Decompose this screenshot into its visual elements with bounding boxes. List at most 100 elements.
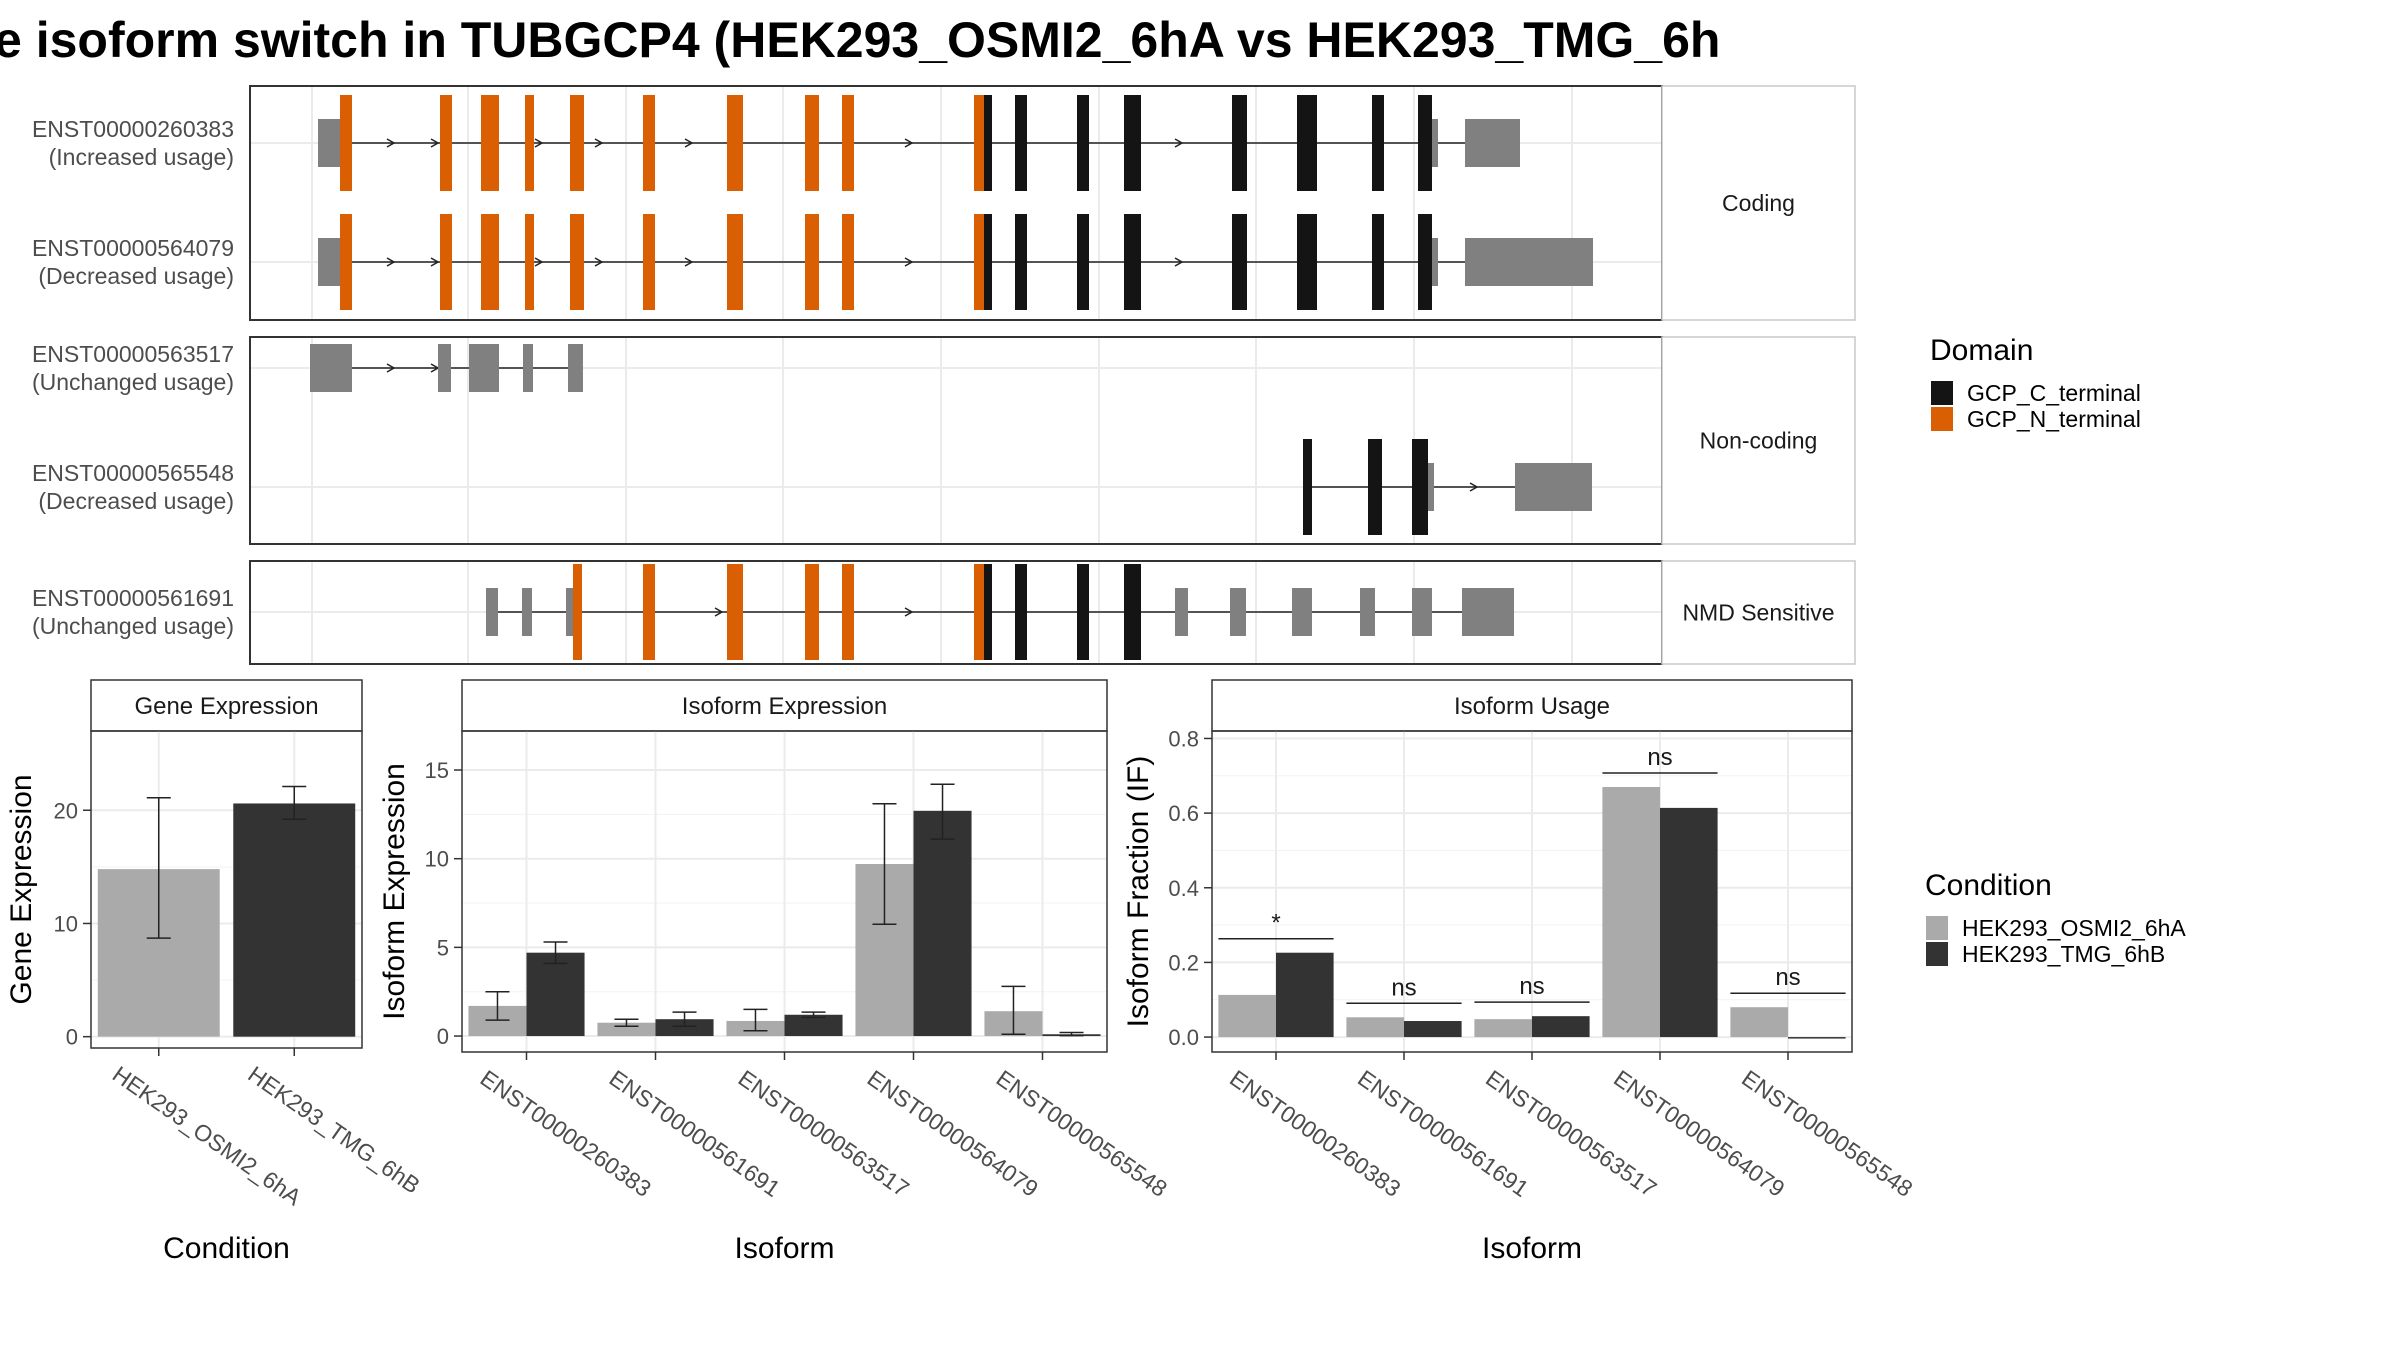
utr-exon — [1432, 238, 1438, 286]
figure-title: e isoform switch in TUBGCP4 (HEK293_OSMI… — [0, 12, 1720, 68]
transcript-structure-plot: ENST00000260383(Increased usage) ENST0000… — [32, 85, 1856, 665]
chart-strip — [1211, 679, 1853, 732]
strand-arrow — [1469, 482, 1479, 492]
gcp-n-terminal-exon — [573, 564, 582, 660]
y-tick-label: 0.0 — [1168, 1025, 1199, 1050]
bar — [1346, 1017, 1404, 1038]
utr-exon — [318, 119, 340, 167]
gcp-n-terminal-exon — [805, 214, 819, 310]
gcp-n-terminal-exon — [340, 214, 352, 310]
bar — [1730, 1007, 1788, 1038]
y-axis-title: Isoform Expression — [378, 763, 411, 1020]
gcp-n-terminal-exon — [842, 214, 854, 310]
strand-arrow — [386, 257, 396, 267]
utr-exon — [469, 344, 499, 392]
gcp-n-terminal-exon — [643, 95, 655, 191]
bar — [784, 1014, 843, 1037]
bar — [655, 1019, 714, 1037]
structure-panel-coding: ENST00000260383(Increased usage)ENST0000… — [32, 85, 1856, 321]
significance-label: ns — [1519, 973, 1544, 1000]
utr-exon — [1462, 588, 1514, 636]
bar — [1218, 994, 1276, 1038]
gcp-n-terminal-exon — [570, 214, 584, 310]
utr-exon — [1468, 238, 1593, 286]
strand-arrow — [1174, 138, 1184, 148]
transcript-id-label: ENST00000563517 — [32, 341, 234, 367]
significance-label: * — [1271, 910, 1280, 937]
gcp-c-terminal-exon — [1372, 95, 1384, 191]
y-tick-label: 5 — [437, 935, 449, 960]
isoform-expression-chart: Isoform Expression051015ENST00000260383E… — [378, 679, 1172, 1265]
structure-panel-nmd-sensitive: ENST00000561691(Unchanged usage) NMD Sens… — [32, 560, 1856, 665]
strand-arrow — [684, 138, 694, 148]
y-tick-label: 0.2 — [1168, 950, 1199, 975]
gcp-n-terminal-exon — [340, 95, 352, 191]
strand-arrow — [534, 257, 544, 267]
significance-label: ns — [1647, 744, 1672, 771]
bar — [1788, 1037, 1846, 1039]
gcp-c-terminal-exon — [1077, 214, 1089, 310]
gcp-c-terminal-exon — [1418, 214, 1432, 310]
gcp-n-terminal-exon — [440, 95, 452, 191]
transcript-usage-label: (Unchanged usage) — [32, 613, 234, 639]
gcp-n-terminal-exon — [525, 214, 534, 310]
significance-label: ns — [1391, 974, 1416, 1001]
chart-title: Isoform Usage — [1454, 693, 1610, 720]
chart-strip — [90, 679, 363, 732]
gcp-n-terminal-exon — [842, 95, 854, 191]
strand-arrow — [534, 138, 544, 148]
gcp-n-terminal-exon — [727, 95, 743, 191]
gcp-n-terminal-exon — [805, 95, 819, 191]
gcp-n-terminal-exon — [974, 95, 984, 191]
panel-background — [250, 86, 1662, 320]
gcp-c-terminal-exon — [1015, 214, 1027, 310]
gcp-c-terminal-exon — [1124, 214, 1141, 310]
structure-panel-non-coding: ENST00000563517(Unchanged usage)ENST0000… — [32, 336, 1856, 545]
legend-key — [1931, 407, 1953, 431]
strand-arrow — [714, 607, 724, 617]
bar — [1474, 1019, 1532, 1038]
utr-exon — [1468, 119, 1520, 167]
utr-exon — [318, 238, 340, 286]
transcript-usage-label: (Unchanged usage) — [32, 369, 234, 395]
y-tick-label: 20 — [54, 798, 78, 823]
legend-label: GCP_C_terminal — [1967, 380, 2141, 406]
transcript-track: ENST00000260383(Increased usage) — [32, 95, 1520, 191]
utr-exon — [1465, 238, 1469, 286]
gcp-n-terminal-exon — [570, 95, 584, 191]
utr-exon — [1465, 119, 1469, 167]
utr-exon — [486, 588, 498, 636]
utr-exon — [310, 344, 352, 392]
utr-exon — [1432, 119, 1438, 167]
gcp-n-terminal-exon — [643, 564, 655, 660]
y-axis-title: Gene Expression — [5, 774, 38, 1004]
legend-key — [1926, 916, 1948, 940]
gcp-c-terminal-exon — [1297, 95, 1317, 191]
gcp-c-terminal-exon — [1124, 95, 1141, 191]
strand-arrow — [594, 257, 604, 267]
y-tick-label: 0 — [66, 1025, 78, 1050]
transcript-usage-label: (Increased usage) — [49, 144, 234, 170]
strand-arrow — [904, 138, 914, 148]
gcp-c-terminal-exon — [1368, 439, 1382, 535]
utr-exon — [438, 344, 451, 392]
y-tick-label: 0.6 — [1168, 801, 1199, 826]
strand-arrow — [430, 257, 440, 267]
transcript-usage-label: (Decreased usage) — [38, 488, 234, 514]
gcp-c-terminal-exon — [1077, 95, 1089, 191]
gcp-c-terminal-exon — [1372, 214, 1384, 310]
strand-arrow — [684, 257, 694, 267]
legend-label: GCP_N_terminal — [1967, 406, 2141, 432]
gcp-n-terminal-exon — [842, 564, 854, 660]
x-axis-title: Isoform — [1482, 1232, 1582, 1265]
bar — [526, 952, 585, 1037]
gcp-n-terminal-exon — [974, 564, 984, 660]
gcp-n-terminal-exon — [481, 214, 499, 310]
panel-strip-label: Non-coding — [1700, 428, 1818, 454]
gcp-n-terminal-exon — [643, 214, 655, 310]
bar — [597, 1022, 656, 1037]
gcp-c-terminal-exon — [1015, 95, 1027, 191]
panel-strip-label: Coding — [1722, 190, 1795, 216]
